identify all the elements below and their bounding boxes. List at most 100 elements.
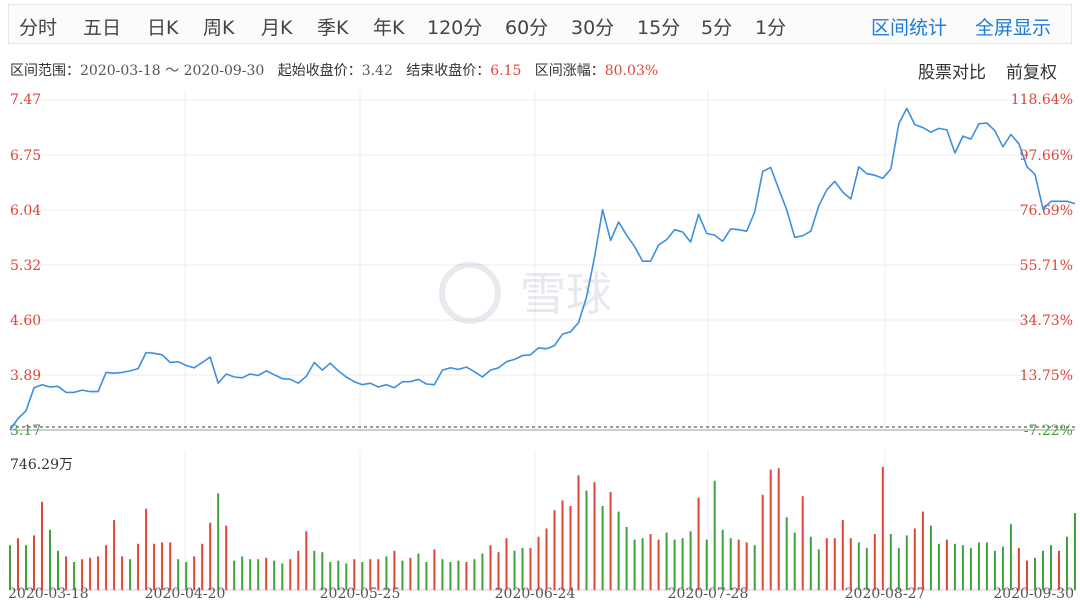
pct-tick-label: 34.73% [1020,313,1073,329]
volume-bar [361,562,364,590]
volume-bar [329,562,332,590]
volume-bar [81,559,84,590]
volume-bar [993,550,996,590]
volume-bar [297,550,300,590]
volume-bar [961,545,964,590]
volume-bar [449,562,452,590]
volume-bar [353,559,356,590]
range-value: 2020-03-18 ～ 2020-09-30 [80,63,265,79]
volume-bar [9,545,11,590]
tab-year-k[interactable]: 年K [373,17,405,39]
volume-bar [121,556,124,590]
volume-bar [401,560,404,590]
volume-bar [985,542,988,590]
volume-bar [457,560,460,590]
tab-5min[interactable]: 5分 [701,17,733,39]
watermark-text: 雪球 [520,267,612,321]
pct-tick-label: 97.66% [1020,148,1073,164]
pct-tick-label: 76.69% [1020,203,1073,219]
volume-bar [513,550,516,590]
volume-bar [1009,524,1012,590]
tab-60min[interactable]: 60分 [505,17,549,39]
tab-wuri[interactable]: 五日 [83,17,122,39]
volume-bar [113,520,116,590]
volume-bar [977,542,980,590]
volume-bar [129,559,132,590]
volume-bar [1042,550,1044,590]
volume-bar [105,545,108,590]
volume-bar [569,506,572,590]
tab-fenshi[interactable]: 分时 [19,17,58,39]
volume-bar [25,545,27,590]
volume-bar [769,469,772,590]
price-line [9,107,1076,431]
volume-bar [313,550,316,590]
volume-bar [793,532,796,590]
range-label: 区间范围： [10,63,80,79]
range-stats-link[interactable]: 区间统计 [871,17,948,39]
volume-bar [713,480,716,590]
period-tab-bar: 分时 五日 日K 周K 月K 季K 年K 120分 60分 30分 15分 5分… [8,4,1072,44]
volume-bar [825,538,828,590]
volume-bar [425,562,428,590]
volume-bar [1017,548,1020,590]
volume-bar [897,548,900,590]
volume-bar [1058,550,1060,590]
volume-bar [73,562,76,590]
volume-bar [705,539,708,590]
volume-bar [433,549,436,590]
pct-tick-label: -7.22% [1024,423,1073,439]
tab-15min[interactable]: 15分 [637,17,681,39]
volume-bar [57,550,59,590]
volume-bar [873,534,876,590]
pct-tick-label: 118.64% [1011,92,1073,108]
tab-month-k[interactable]: 月K [261,17,293,39]
volume-bar [889,534,892,590]
volume-bar [721,529,724,590]
volume-bar [1026,560,1028,590]
forward-adjust-button[interactable]: 前复权 [1006,63,1057,83]
volume-bar [529,548,532,590]
volume-bar [281,563,284,590]
volume-bar [201,543,204,590]
tab-30min[interactable]: 30分 [571,17,615,39]
pct-tick-label: 55.71% [1020,258,1073,274]
price-tick-label: 6.75 [10,148,41,164]
volume-bar [865,548,868,590]
tab-season-k[interactable]: 季K [317,17,349,39]
volume-bar [921,511,924,590]
volume-bar [761,494,764,590]
volume-bar [561,500,564,590]
volume-bar [377,559,380,590]
volume-bar [241,556,244,590]
volume-bar [505,538,508,590]
price-tick-label: 3.17 [10,423,41,439]
volume-bar [369,559,372,590]
volume-bar [217,493,220,590]
tab-120min[interactable]: 120分 [427,17,483,39]
tab-day-k[interactable]: 日K [147,17,179,39]
volume-bar [553,510,556,590]
volume-bar [905,535,908,590]
price-tick-label: 7.47 [10,92,41,108]
volume-bar [857,542,860,590]
volume-bar [33,535,35,590]
date-tick-label: 2020-04-20 [145,586,226,602]
volume-bar [185,562,188,590]
tab-week-k[interactable]: 周K [203,17,235,39]
tab-1min[interactable]: 1分 [755,17,787,39]
fullscreen-link[interactable]: 全屏显示 [975,17,1052,39]
volume-bar [393,550,396,590]
range-change-label: 区间涨幅： [534,63,605,79]
volume-bar [289,559,292,590]
volume-bar [785,517,788,590]
volume-bar [89,557,92,590]
date-tick-label: 2020-09-30 [993,586,1074,602]
volume-bar [929,525,932,590]
volume-bar [881,466,884,590]
volume-bar [593,482,596,590]
volume-bar [697,497,700,590]
volume-bar [969,548,972,590]
stock-compare-button[interactable]: 股票对比 [918,63,986,83]
